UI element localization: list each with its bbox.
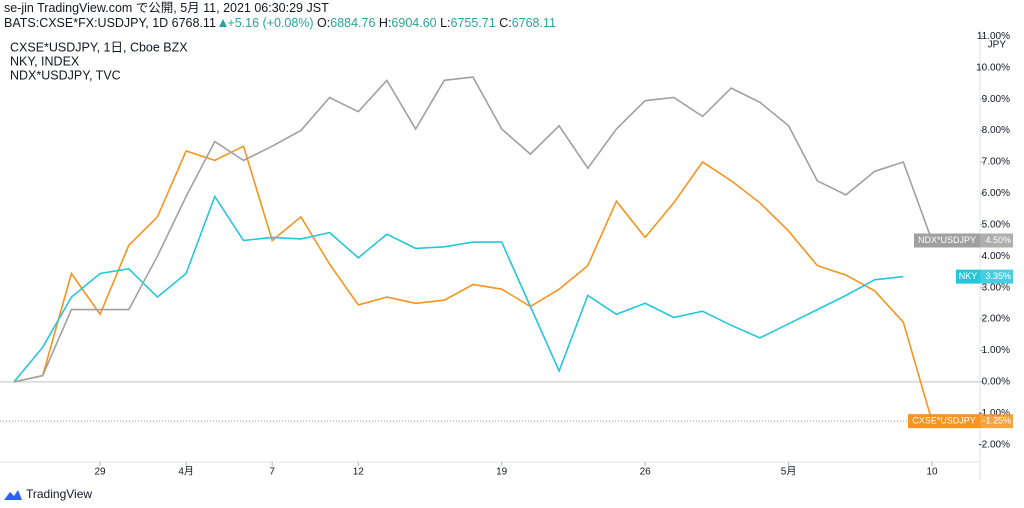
y-tick-label: 10.00% <box>976 62 1010 73</box>
badge-value-bg <box>980 414 1013 429</box>
y-tick-label: -2.00% <box>978 439 1010 450</box>
x-tick-label: 12 <box>353 467 365 478</box>
x-tick-label: 10 <box>926 467 938 478</box>
legend-entry: NDX*USDJPY, TVC <box>10 68 121 82</box>
symbol: BATS:CXSE*FX:USDJPY, 1D 6768.11 <box>4 16 216 30</box>
badge-name-bg <box>956 269 980 284</box>
header-title: se-jin TradingView.com で公開, 5月 11, 2021 … <box>4 1 329 15</box>
price-badge: CXSE*USDJPY -1.25% <box>908 414 1013 429</box>
price-badge: NKY 3.35% <box>956 269 1013 284</box>
badge-value: -1.25% <box>982 416 1011 426</box>
badge-name: NDX*USDJPY <box>918 235 976 245</box>
x-tick-label: 7 <box>269 467 275 478</box>
x-tick-label: 26 <box>640 467 652 478</box>
series-line <box>13 76 933 383</box>
x-tick-label: 19 <box>496 467 508 478</box>
ohlc-0-value: 6884.76 <box>330 16 376 30</box>
change: +5.16 (+0.08%) <box>227 16 314 30</box>
x-tick-label: 4月 <box>178 466 194 478</box>
badge-name: NKY <box>959 271 978 281</box>
badge-name-bg <box>908 414 980 429</box>
badge-value: 3.35% <box>985 271 1011 281</box>
ohlc-0-key: O: <box>317 16 331 30</box>
badge-name: CXSE*USDJPY <box>912 416 976 426</box>
logo <box>4 490 22 500</box>
y-tick-label: 3.00% <box>982 282 1010 293</box>
y-tick-label: 8.00% <box>982 125 1010 136</box>
ohlc-2-key: L: <box>440 16 451 30</box>
badge-value-bg <box>980 269 1013 284</box>
y-tick-label: 0.00% <box>982 377 1010 388</box>
y-tick-label: 6.00% <box>982 188 1010 199</box>
up-arrow <box>219 19 228 27</box>
y-tick-label: 11.00% <box>977 31 1010 42</box>
y-tick-label: 7.00% <box>982 157 1010 168</box>
x-tick-label: 5月 <box>781 466 797 478</box>
y-tick-label: 1.00% <box>982 345 1010 356</box>
price-badge: NDX*USDJPY 4.50% <box>914 233 1013 248</box>
y-tick-label: 5.00% <box>982 219 1010 230</box>
series-line <box>13 194 904 383</box>
badge-name-bg <box>914 233 980 248</box>
y-tick-label: 9.00% <box>982 94 1010 105</box>
y-tick-label: 2.00% <box>982 314 1010 325</box>
ohlc-1-value: 6904.60 <box>391 16 437 30</box>
y-unit: JPY <box>988 40 1007 51</box>
header-quote: BATS:CXSE*FX:USDJPY, 1D 6768.11 +5.16 (+… <box>4 16 556 31</box>
x-tick-label: 29 <box>95 467 107 478</box>
badge-value: 4.50% <box>985 235 1011 245</box>
series-line <box>13 145 933 422</box>
badge-value-bg <box>980 233 1013 248</box>
y-tick-label: -1.00% <box>978 408 1010 419</box>
ohlc-3-key: C: <box>499 16 512 30</box>
legend-entry: CXSE*USDJPY, 1日, Cboe BZX <box>10 40 188 54</box>
ohlc-3-value: 6768.11 <box>511 16 556 30</box>
legend-entry: NKY, INDEX <box>10 54 80 68</box>
ohlc-1-key: H: <box>378 16 392 30</box>
ohlc-2-value: 6755.71 <box>450 16 496 30</box>
y-tick-label: 4.00% <box>982 251 1010 262</box>
header: se-jin TradingView.com で公開, 5月 11, 2021 … <box>4 1 556 31</box>
footer-brand: TradingView <box>26 487 92 501</box>
